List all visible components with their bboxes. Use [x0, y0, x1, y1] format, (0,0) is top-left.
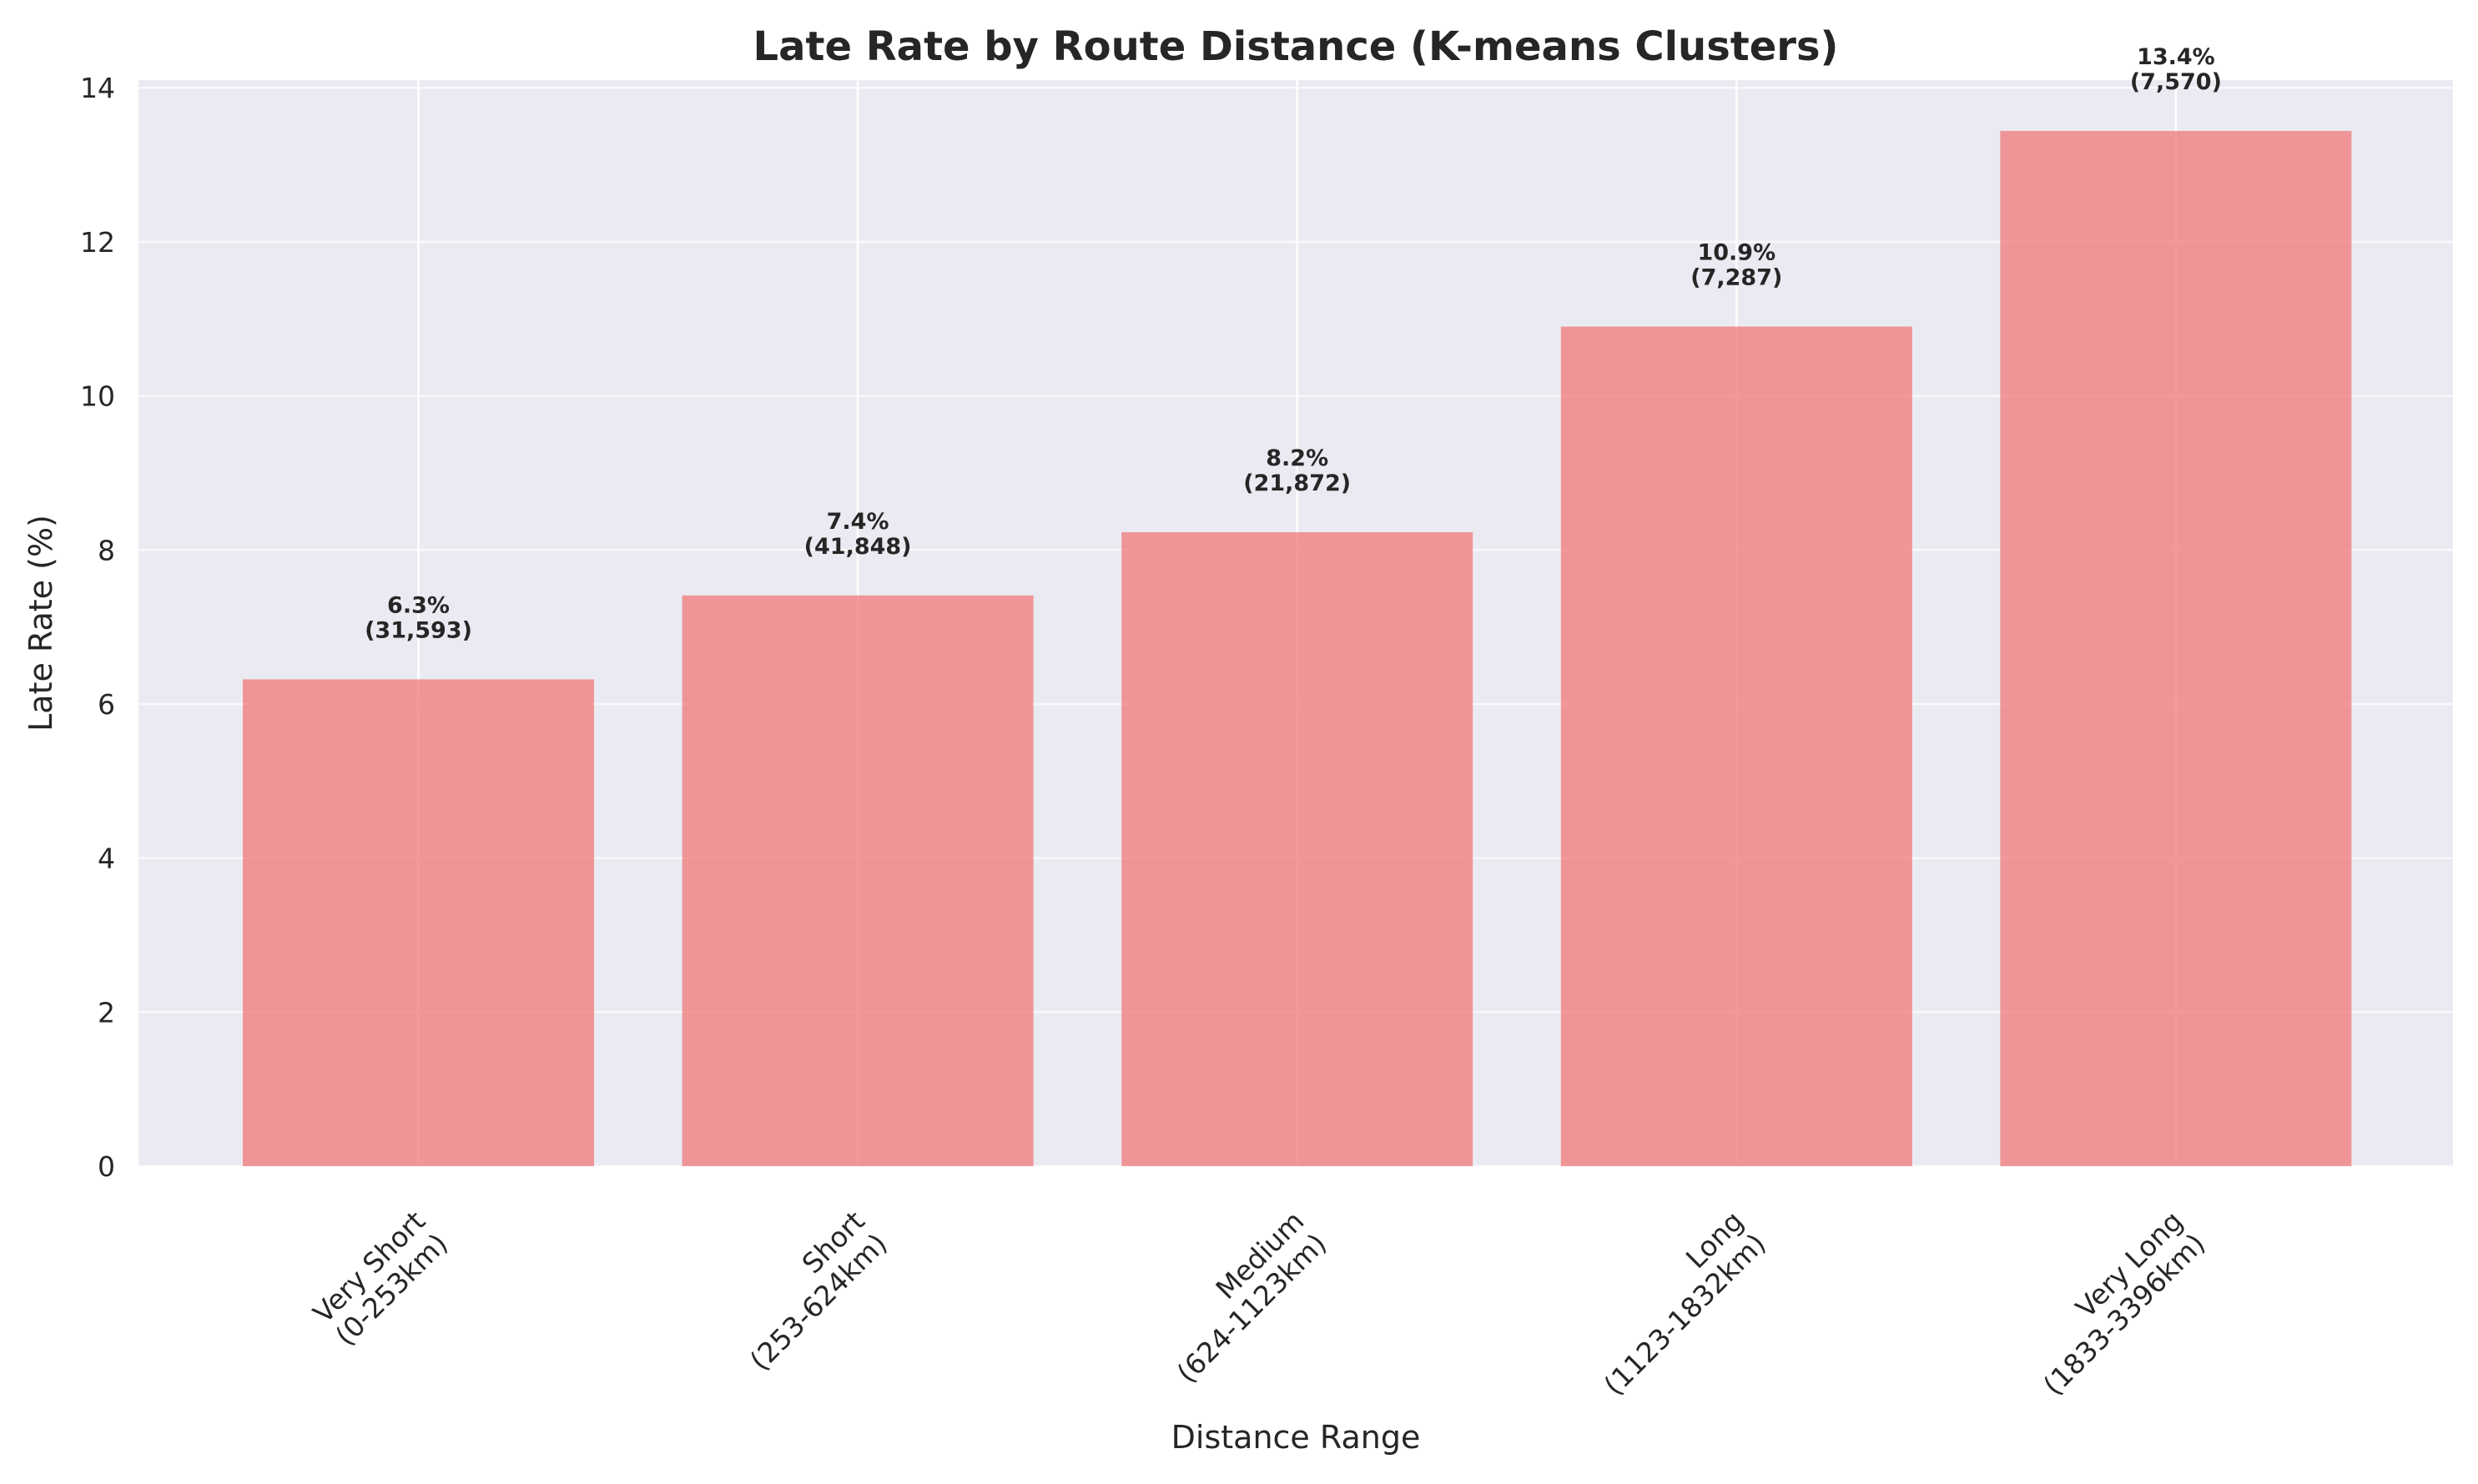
bar-percent-label: 8.2% [1266, 445, 1328, 471]
y-axis-label: Late Rate (%) [23, 515, 59, 732]
bar-value-label: 10.9% (7,287) [1690, 239, 1782, 290]
y-tick-label: 4 [98, 843, 115, 875]
x-tick-label: Very Long(1833-3396km) [2014, 1205, 2211, 1401]
bars [243, 130, 2352, 1166]
bar-value-label: 7.4% (41,848) [804, 509, 912, 560]
y-tick-label: 10 [80, 380, 115, 413]
x-tick-label: Short(253-624km) [721, 1205, 893, 1376]
y-tick-label: 8 [98, 534, 115, 566]
chart-title: Late Rate by Route Distance (K-means Clu… [753, 23, 1839, 70]
x-tick-labels: Very Short(0-253km) Short(253-624km) Mediu… [306, 1205, 2212, 1401]
bar [243, 679, 594, 1166]
x-tick-label: Very Short(0-253km) [306, 1205, 454, 1352]
bar-percent-label: 6.3% [387, 592, 450, 618]
bar-percent-label: 7.4% [827, 509, 889, 535]
bar-count-label: (7,570) [2130, 69, 2222, 95]
bar-value-labels: 6.3% (31,593) 7.4% (41,848) 8.2% (21,872) 10.9… [365, 44, 2222, 643]
bar-percent-label: 13.4% [2137, 44, 2215, 70]
y-tick-label: 0 [98, 1150, 115, 1183]
bar [1560, 326, 1912, 1166]
x-tick-label: Long(1123-1832km) [1575, 1205, 1772, 1401]
x-axis-label: Distance Range [1171, 1419, 1421, 1456]
bar [682, 595, 1034, 1166]
bar-count-label: (21,872) [1243, 470, 1351, 496]
bar-value-label: 6.3% (31,593) [365, 592, 472, 643]
bar-value-label: 13.4% (7,570) [2130, 44, 2222, 95]
y-tick-label: 6 [98, 688, 115, 721]
bar-value-label: 8.2% (21,872) [1243, 445, 1351, 496]
bar-count-label: (41,848) [804, 534, 912, 560]
bar [1121, 532, 1473, 1166]
y-tick-label: 12 [80, 226, 115, 259]
bar-count-label: (7,287) [1690, 264, 1782, 290]
bar-count-label: (31,593) [365, 617, 472, 643]
y-tick-label: 2 [98, 996, 115, 1029]
x-tick-label: Medium(624-1123km) [1148, 1205, 1332, 1389]
bar-percent-label: 10.9% [1697, 239, 1775, 265]
y-tick-labels: 0 2 4 6 8 10 12 14 [80, 72, 115, 1183]
bar [2000, 130, 2352, 1166]
y-tick-label: 14 [80, 72, 115, 104]
